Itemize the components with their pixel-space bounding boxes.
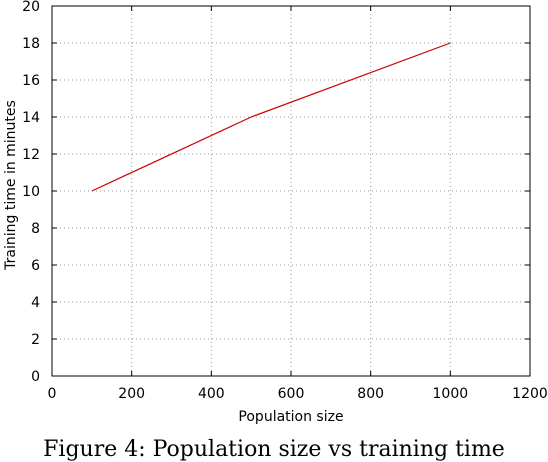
x-tick-label: 400	[198, 386, 225, 402]
y-tick-label: 0	[31, 369, 40, 385]
x-tick-label: 0	[48, 386, 57, 402]
y-tick-label: 18	[22, 36, 40, 52]
y-tick-label: 14	[22, 110, 40, 126]
y-tick-label: 6	[31, 258, 40, 274]
x-tick-label: 600	[278, 386, 305, 402]
y-tick-label: 12	[22, 147, 40, 163]
y-axis-title: Training time in minutes	[3, 100, 19, 271]
x-tick-label: 800	[357, 386, 384, 402]
y-tick-label: 8	[31, 221, 40, 237]
grid	[52, 6, 530, 376]
x-tick-label: 1000	[433, 386, 469, 402]
y-tick-label: 20	[22, 0, 40, 15]
y-tick-label: 2	[31, 332, 40, 348]
x-tick-label: 1200	[512, 386, 548, 402]
series-line	[91, 42, 451, 192]
y-tick-label: 16	[22, 73, 40, 89]
y-tick-label: 4	[31, 295, 40, 311]
x-tick-label: 200	[118, 386, 145, 402]
y-tick-label: 10	[22, 184, 40, 200]
series-layer	[91, 42, 451, 192]
figure-caption: Figure 4: Population size vs training ti…	[43, 437, 505, 462]
x-axis-title: Population size	[238, 409, 343, 425]
